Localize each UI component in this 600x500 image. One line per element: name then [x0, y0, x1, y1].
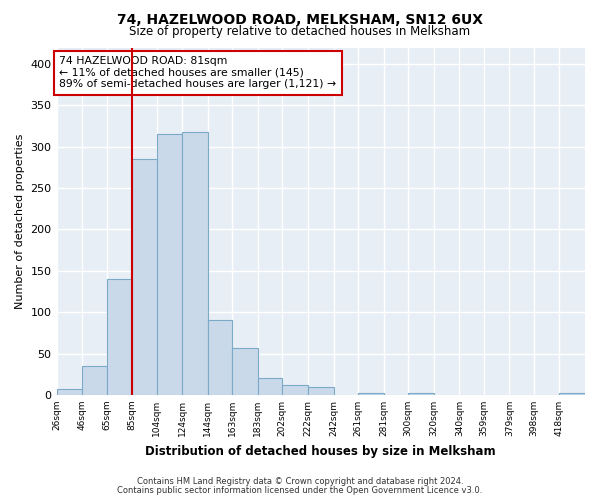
Text: Size of property relative to detached houses in Melksham: Size of property relative to detached ho…: [130, 25, 470, 38]
Y-axis label: Number of detached properties: Number of detached properties: [15, 134, 25, 309]
Bar: [182, 132, 208, 395]
Bar: [157, 134, 182, 395]
Bar: [559, 394, 585, 395]
Bar: [282, 385, 308, 395]
Bar: [82, 366, 107, 395]
Text: 74 HAZELWOOD ROAD: 81sqm
← 11% of detached houses are smaller (145)
89% of semi-: 74 HAZELWOOD ROAD: 81sqm ← 11% of detach…: [59, 56, 337, 90]
Text: Contains HM Land Registry data © Crown copyright and database right 2024.: Contains HM Land Registry data © Crown c…: [137, 477, 463, 486]
Bar: [308, 386, 334, 395]
Text: 74, HAZELWOOD ROAD, MELKSHAM, SN12 6UX: 74, HAZELWOOD ROAD, MELKSHAM, SN12 6UX: [117, 12, 483, 26]
X-axis label: Distribution of detached houses by size in Melksham: Distribution of detached houses by size …: [145, 444, 496, 458]
Text: Contains public sector information licensed under the Open Government Licence v3: Contains public sector information licen…: [118, 486, 482, 495]
Bar: [408, 394, 434, 395]
Bar: [358, 394, 383, 395]
Bar: [56, 389, 82, 395]
Bar: [232, 348, 258, 395]
Bar: [208, 320, 232, 395]
Bar: [107, 279, 132, 395]
Bar: [258, 378, 282, 395]
Bar: [132, 159, 157, 395]
